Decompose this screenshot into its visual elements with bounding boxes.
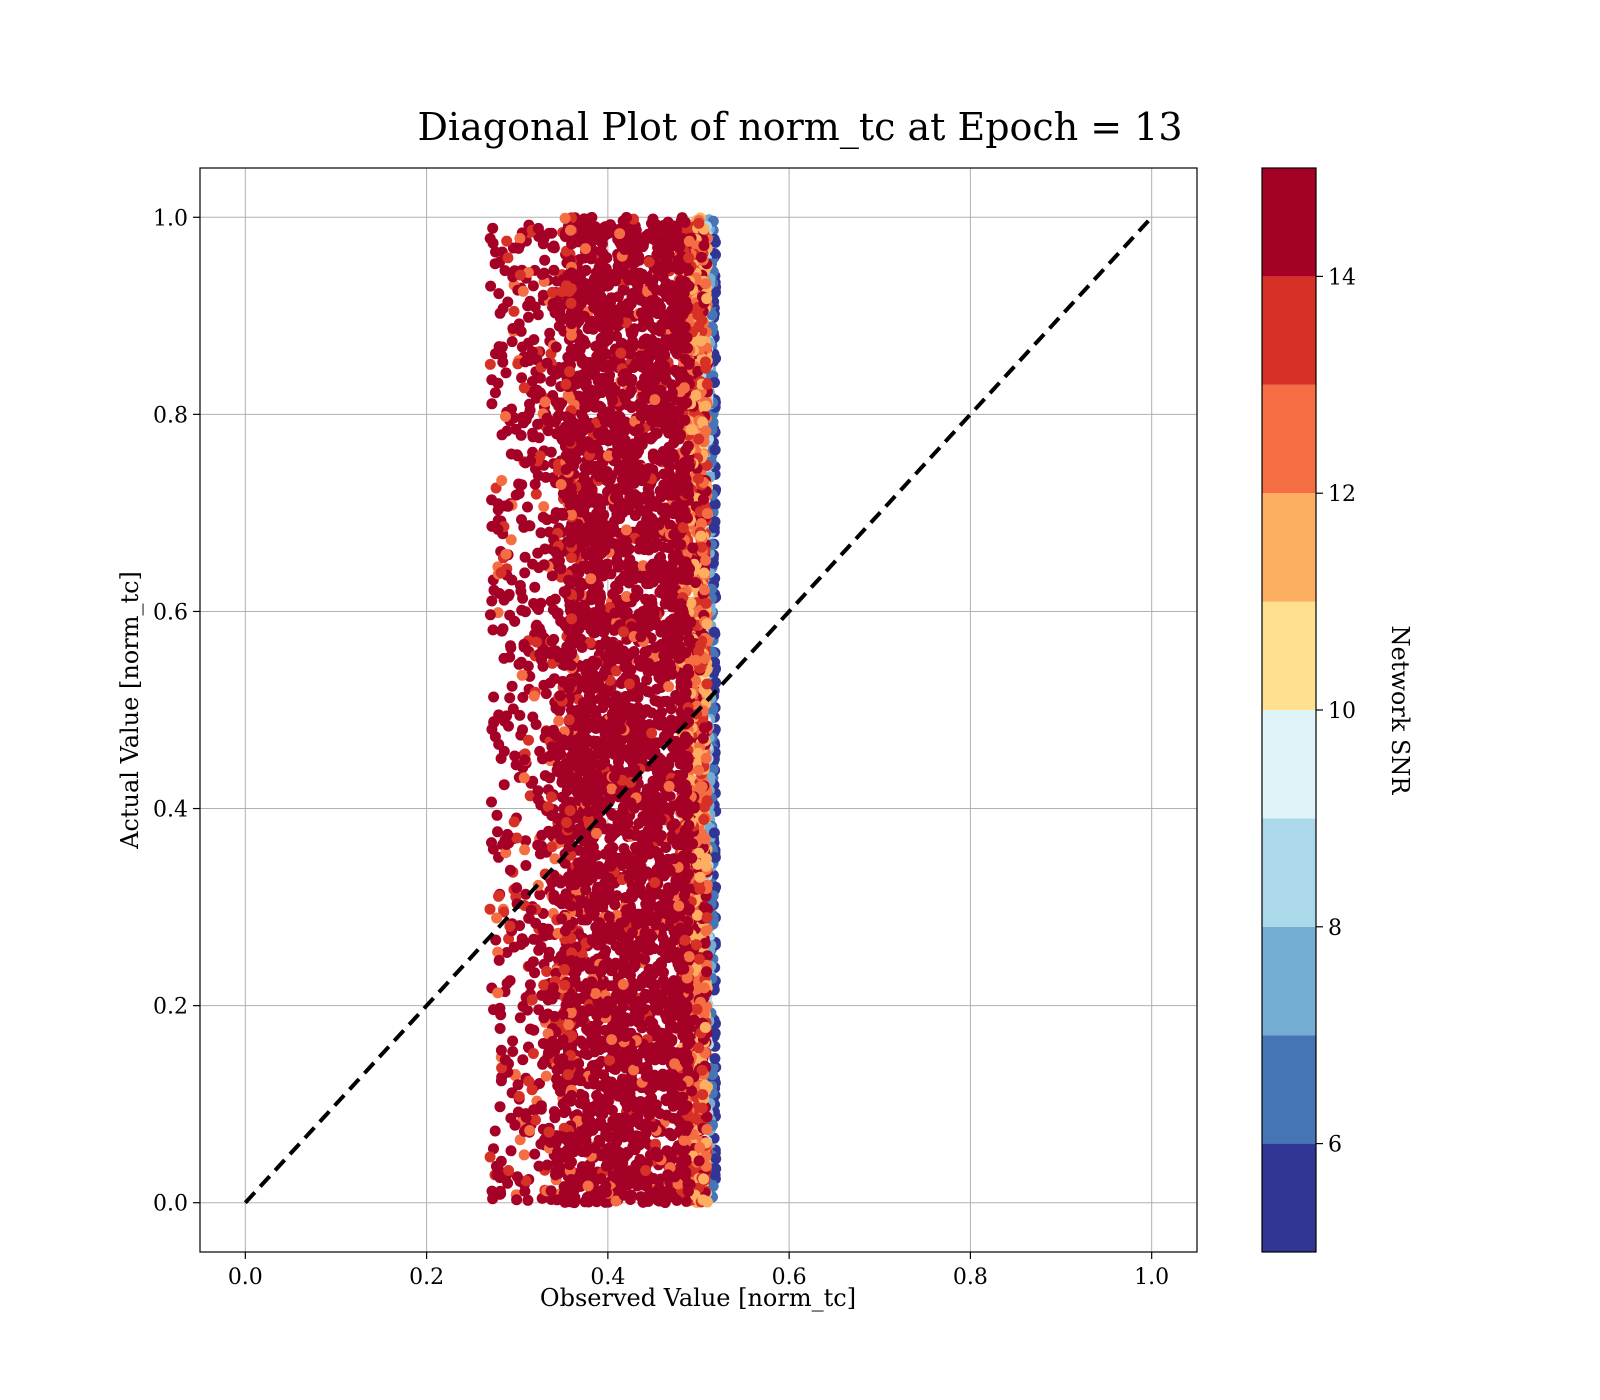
scatter-point (709, 1169, 721, 1181)
scatter-point (710, 286, 721, 298)
scatter-point (687, 542, 699, 554)
scatter-point (700, 597, 712, 609)
scatter-point (696, 1102, 708, 1114)
scatter-point (695, 530, 707, 542)
scatter-point (701, 618, 713, 630)
scatter-point (694, 1142, 706, 1153)
scatter-point (709, 516, 721, 528)
scatter-point (700, 425, 712, 437)
chart-title: Diagonal Plot of norm_tc at Epoch = 13 (417, 105, 1182, 150)
scatter-point (710, 1153, 722, 1165)
scatter-points (484, 212, 722, 1209)
scatter-point (708, 626, 720, 638)
scatter-point (709, 498, 721, 510)
scatter-point (697, 732, 709, 744)
scatter-point (698, 567, 710, 579)
scatter-point (698, 722, 710, 734)
scatter-point (701, 293, 713, 305)
scatter-point (685, 424, 697, 436)
scatter-point (697, 1194, 709, 1206)
scatter-point (698, 240, 710, 251)
scatter-point (699, 356, 711, 368)
scatter-point (709, 851, 721, 863)
scatter-point (691, 939, 702, 951)
scatter-point (700, 752, 712, 764)
scatter-point (700, 278, 712, 290)
scatter-point (709, 444, 721, 456)
scatter-point (700, 860, 712, 872)
scatter-point (694, 871, 706, 883)
scatter-point (707, 1069, 718, 1080)
scatter-point (693, 1042, 705, 1054)
scatter-point (700, 400, 712, 412)
scatter-point (698, 814, 710, 825)
scatter-point (691, 1003, 703, 1015)
scatter-point (699, 584, 710, 596)
scatter-point (696, 781, 708, 793)
scatter-point (701, 508, 713, 519)
scatter-point (699, 1021, 711, 1033)
scatter-point (692, 309, 704, 321)
scatter-point (697, 493, 709, 505)
scatter-point (698, 1173, 710, 1185)
scatter-point (690, 389, 702, 401)
scatter-point (693, 1155, 705, 1167)
scatter-point (709, 1053, 721, 1064)
scatter-point (693, 473, 704, 485)
scatter-point (693, 953, 705, 965)
scatter-point (701, 1124, 713, 1135)
scatter-point (697, 1089, 709, 1101)
scatter-point (693, 321, 705, 333)
scatter-point (710, 677, 722, 689)
scatter-point (701, 912, 713, 923)
scatter-point (701, 966, 713, 978)
scatter-point (690, 654, 702, 666)
scatter-point (709, 656, 721, 668)
scatter-point (700, 925, 712, 937)
scatter-point (694, 883, 706, 895)
scatter-point (701, 795, 713, 807)
scatter-point (693, 217, 705, 229)
scatter-point (695, 335, 707, 347)
scatter-point (710, 352, 722, 364)
scatter-point (701, 678, 713, 690)
scatter-point (708, 827, 720, 839)
scatter-point (701, 378, 713, 390)
scatter-point (710, 881, 722, 893)
scatter-point (693, 764, 705, 776)
plot-area: 0.0 0.2 0.4 0.6 0.8 1.0 0.00.20.40.60.81.0 (153, 167, 1198, 1290)
scatter-point (709, 1027, 721, 1039)
scatter-point (698, 982, 710, 994)
scatter-point (695, 251, 707, 263)
